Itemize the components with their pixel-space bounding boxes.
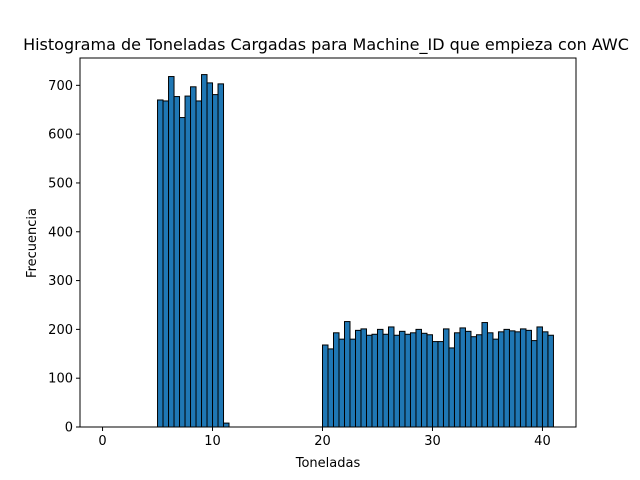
histogram-bar: [415, 328, 422, 428]
histogram-bar: [442, 328, 450, 428]
histogram-bar: [168, 76, 175, 428]
histogram-bar: [547, 334, 554, 428]
histogram-bar: [195, 100, 203, 428]
histogram-bar: [322, 344, 329, 428]
histogram-bar: [492, 338, 499, 428]
histogram-bar: [464, 330, 472, 428]
y-tick-label: 0: [65, 421, 73, 436]
y-tick-label: 500: [48, 176, 73, 191]
histogram-bar: [475, 334, 483, 428]
histogram-bar: [360, 328, 367, 428]
histogram-bar: [376, 328, 384, 428]
histogram-bar: [371, 333, 378, 428]
histogram-bar: [519, 328, 527, 428]
histogram-bar: [223, 422, 230, 428]
histogram-bar: [514, 331, 521, 428]
histogram-bar: [530, 340, 538, 428]
histogram-bar: [387, 326, 395, 428]
histogram-bar: [470, 336, 477, 428]
histogram-bar: [481, 322, 488, 428]
histogram-bar: [365, 334, 373, 428]
histogram-bar: [437, 341, 444, 428]
histogram-bar: [201, 74, 208, 428]
x-tick-label: 20: [314, 434, 331, 449]
bars-group: [157, 74, 554, 428]
histogram-bar: [409, 332, 417, 428]
x-axis-label: Toneladas: [295, 456, 361, 471]
histogram-bar: [162, 100, 170, 428]
histogram-bar: [157, 99, 164, 428]
histogram-bar: [486, 332, 494, 428]
histogram-bar: [354, 329, 362, 428]
y-tick-label: 400: [48, 225, 73, 240]
x-tick-label: 40: [534, 434, 551, 449]
histogram-bar: [541, 331, 549, 428]
histogram-bar: [343, 321, 351, 428]
histogram-bar: [327, 348, 334, 428]
chart-title: Histograma de Toneladas Cargadas para Ma…: [23, 35, 629, 55]
y-tick-label: 300: [48, 274, 73, 289]
histogram-bar: [173, 96, 181, 428]
histogram-bar: [179, 117, 186, 428]
histogram-bar: [508, 330, 516, 428]
x-tick-label: 0: [98, 434, 106, 449]
histogram-bar: [332, 332, 340, 428]
histogram-bar: [184, 95, 192, 428]
histogram-bar: [426, 334, 433, 428]
histogram-bar: [206, 82, 214, 428]
histogram-bar: [536, 326, 543, 428]
histogram-bar: [420, 332, 428, 428]
histogram-bar: [338, 338, 345, 428]
y-tick-label: 700: [48, 79, 73, 94]
y-tick-label: 200: [48, 323, 73, 338]
histogram-bar: [212, 94, 219, 428]
x-tick-label: 10: [204, 434, 221, 449]
x-tick-label: 30: [424, 434, 441, 449]
histogram-bar: [217, 83, 225, 428]
y-tick-label: 100: [48, 372, 73, 387]
histogram-bar: [431, 341, 439, 428]
histogram-bar: [497, 331, 505, 428]
y-tick-label: 600: [48, 128, 73, 143]
histogram-bar: [459, 327, 466, 428]
plot-frame: [79, 57, 577, 428]
histogram-bar: [190, 86, 197, 428]
histogram-bar: [453, 332, 461, 428]
histogram-bar: [398, 330, 406, 428]
histogram-bar: [382, 333, 389, 428]
histogram-bar: [503, 328, 510, 428]
y-axis-label: Frecuencia: [25, 208, 40, 278]
histogram-bar: [349, 338, 356, 428]
histogram-bar: [393, 334, 400, 428]
histogram-bar: [525, 329, 532, 428]
histogram-bar: [404, 333, 411, 428]
histogram-bar: [448, 347, 455, 428]
